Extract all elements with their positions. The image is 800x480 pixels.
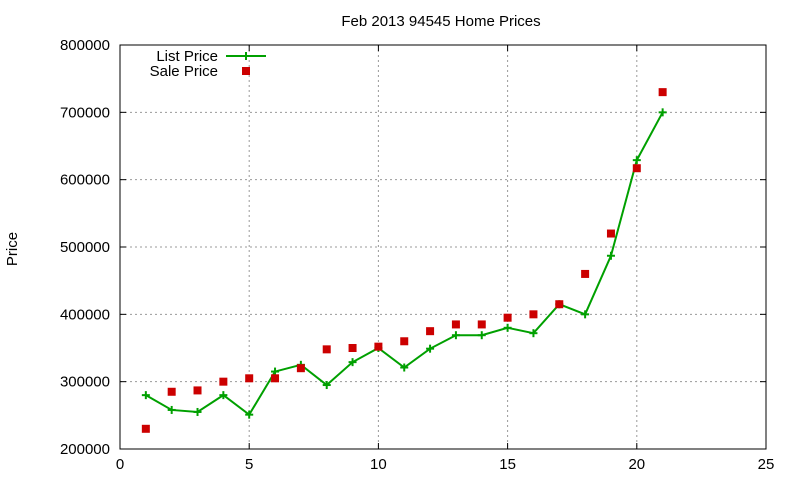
- data-point-list-price: [477, 331, 486, 340]
- legend-label-list-price: List Price: [156, 48, 218, 65]
- data-point-list-price: [503, 323, 512, 332]
- data-point-list-price: [451, 331, 460, 340]
- x-tick-label: 15: [499, 456, 516, 473]
- data-point-list-price: [400, 363, 409, 372]
- data-point-list-price: [271, 367, 280, 376]
- data-point-list-price: [167, 405, 176, 414]
- data-point-list-price: [581, 310, 590, 319]
- y-axis-label: Price: [4, 232, 21, 266]
- data-point-sale-price: [271, 374, 280, 383]
- data-point-sale-price: [658, 88, 667, 97]
- tick-labels: 0 5 10 15 20 25 200000 300000 400000 500000 600000…: [60, 37, 774, 473]
- legend-label-sale-price: Sale Price: [150, 63, 218, 80]
- data-point-list-price: [141, 391, 150, 400]
- legend-marker-list-price: [242, 52, 250, 60]
- legend-swatch-list-price: [226, 52, 266, 60]
- data-point-sale-price: [374, 342, 383, 351]
- data-point-sale-price: [322, 345, 331, 354]
- y-tick-label: 200000: [60, 441, 110, 458]
- y-tick-label: 700000: [60, 104, 110, 121]
- data-point-sale-price: [477, 320, 486, 329]
- data-point-list-price: [245, 410, 254, 419]
- grid-layer: [120, 45, 766, 449]
- data-point-sale-price: [555, 300, 564, 309]
- data-point-list-price: [193, 407, 202, 416]
- data-point-sale-price: [296, 364, 305, 373]
- tick-marks: [119, 44, 767, 450]
- data-point-list-price: [658, 108, 667, 117]
- data-point-sale-price: [632, 164, 641, 173]
- data-point-sale-price: [451, 320, 460, 329]
- data-point-list-price: [632, 156, 641, 165]
- data-point-sale-price: [167, 387, 176, 396]
- data-point-sale-price: [529, 310, 538, 319]
- x-tick-label: 10: [370, 456, 387, 473]
- data-point-list-price: [529, 329, 538, 338]
- data-point-sale-price: [426, 327, 435, 336]
- x-tick-label: 0: [116, 456, 124, 473]
- data-point-list-price: [348, 358, 357, 367]
- x-tick-label: 5: [245, 456, 253, 473]
- data-point-sale-price: [348, 344, 357, 352]
- data-point-sale-price: [245, 374, 254, 383]
- data-point-sale-price: [141, 424, 150, 433]
- x-tick-label: 25: [758, 456, 775, 473]
- data-point-sale-price: [503, 313, 512, 322]
- data-point-list-price: [219, 391, 228, 400]
- data-point-sale-price: [219, 377, 228, 386]
- chart-title: Feb 2013 94545 Home Prices: [341, 13, 540, 30]
- y-tick-label: 300000: [60, 374, 110, 391]
- data-point-sale-price: [581, 269, 590, 278]
- y-tick-label: 800000: [60, 37, 110, 54]
- legend-swatch-sale-price: [242, 67, 250, 75]
- y-tick-label: 400000: [60, 306, 110, 323]
- series-layer: [141, 88, 667, 433]
- y-tick-label: 600000: [60, 172, 110, 189]
- x-tick-label: 20: [628, 456, 645, 473]
- data-point-list-price: [426, 344, 435, 353]
- data-point-sale-price: [193, 386, 202, 395]
- legend: List Price Sale Price: [150, 48, 266, 80]
- y-tick-label: 500000: [60, 239, 110, 256]
- data-point-list-price: [606, 251, 615, 260]
- data-point-sale-price: [606, 229, 615, 238]
- legend-marker-sale-price: [242, 67, 250, 75]
- data-point-list-price: [322, 381, 331, 390]
- data-point-sale-price: [400, 337, 409, 346]
